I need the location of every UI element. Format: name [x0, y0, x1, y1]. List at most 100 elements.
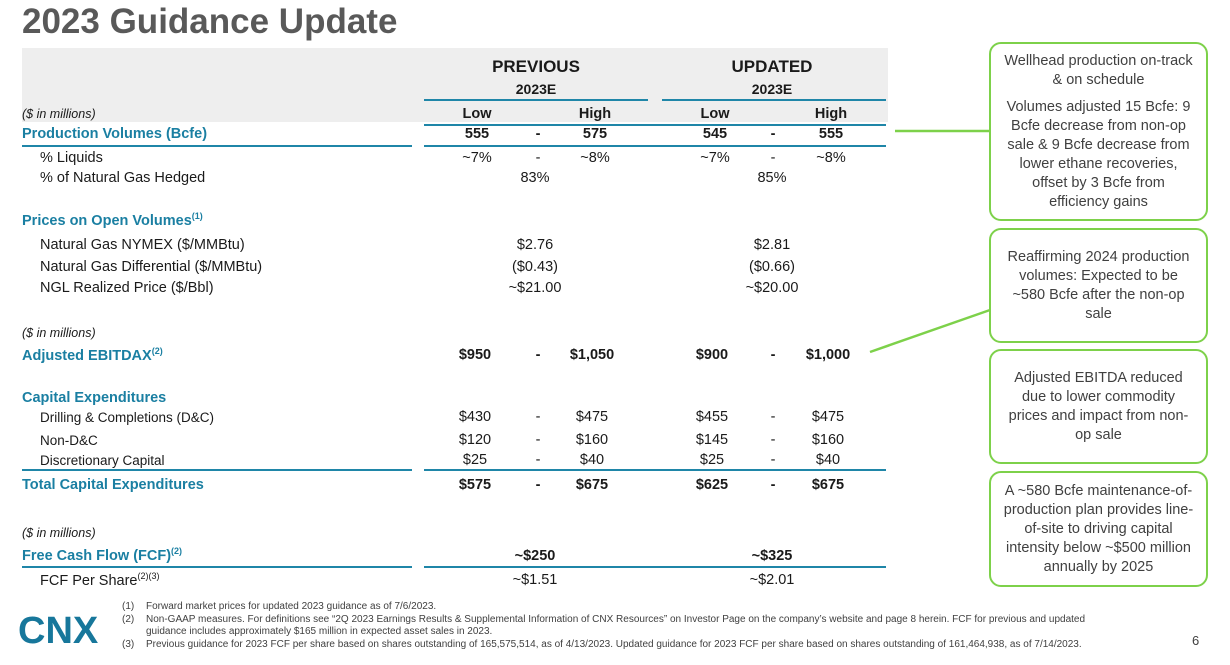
page-number: 6: [1192, 633, 1200, 648]
prices-header: Prices on Open Volumes(1): [22, 211, 203, 229]
ebitdax-prev-low: $950: [458, 347, 492, 363]
nondc-label: Non-D&C: [40, 433, 98, 448]
discretionary-label: Discretionary Capital: [40, 453, 165, 468]
prices-header-label: Prices on Open Volumes: [22, 212, 192, 229]
footnote-3-text: Previous guidance for 2023 FCF per share…: [146, 639, 1082, 650]
production-prev-dash: -: [535, 126, 541, 142]
ebitdax-upd-high: $1,000: [805, 347, 851, 363]
ngl-label: NGL Realized Price ($/Bbl): [40, 280, 214, 296]
nondc-prev-dash: -: [535, 432, 541, 448]
previous-year: 2023E: [515, 81, 557, 97]
discretionary-upd-high: $40: [815, 452, 841, 468]
production-callout-text-a: Wellhead production on-track & on schedu…: [1004, 52, 1193, 88]
nondc-upd-low: $145: [695, 432, 729, 448]
production-left-underline: [22, 145, 412, 147]
production-label: Production Volumes (Bcfe): [22, 126, 208, 142]
fcf-row-label: Free Cash Flow (FCF)(2): [22, 546, 182, 564]
nondc-upd-high: $160: [811, 432, 845, 448]
total-capex-prev-low: $575: [458, 477, 492, 493]
nondc-upd-dash: -: [770, 432, 776, 448]
total-capex-label: Total Capital Expenditures: [22, 477, 204, 493]
dc-label: Drilling & Completions (D&C): [40, 410, 215, 425]
liquids-label: % Liquids: [40, 150, 103, 166]
capex-underline: [424, 469, 886, 471]
fcf-share-prev: ~$1.51: [512, 572, 558, 588]
fcf-share-upd: ~$2.01: [749, 572, 795, 588]
differential-upd: ($0.66): [749, 259, 795, 275]
fcf-share-note: (2)(3): [137, 571, 160, 581]
dc-upd-low: $455: [695, 409, 729, 425]
cnx-logo: CNX: [18, 609, 118, 654]
nymex-prev: $2.76: [516, 237, 554, 253]
maintenance-callout: A ~580 Bcfe maintenance-of-production pl…: [989, 471, 1208, 587]
discretionary-prev-dash: -: [535, 452, 541, 468]
nondc-prev-high: $160: [575, 432, 609, 448]
ebitda-connector: [869, 308, 991, 354]
discretionary-upd-low: $25: [699, 452, 725, 468]
ebitdax-prev-dash: -: [535, 347, 541, 363]
prev-low-header: Low: [462, 106, 492, 122]
footnote-3-num: (3): [122, 639, 135, 650]
prev-high-header: High: [578, 106, 612, 122]
dc-prev-low: $430: [458, 409, 492, 425]
total-capex-upd-high: $675: [811, 477, 845, 493]
footnote-1: (1) Forward market prices for updated 202…: [122, 601, 436, 613]
footnote-3: (3) Previous guidance for 2023 FCF per sh…: [122, 639, 1082, 651]
fcf-share-row-label: FCF Per Share(2)(3): [40, 571, 160, 589]
fcf-prev: ~$250: [514, 548, 556, 564]
footnote-2-continued: guidance includes approximately $165 mil…: [146, 626, 493, 637]
ebitdax-upd-low: $900: [695, 347, 729, 363]
lowhigh-underline: [424, 124, 886, 126]
reaffirm-callout-text: Reaffirming 2024 production volumes: Exp…: [1007, 248, 1190, 322]
total-capex-prev-high: $675: [575, 477, 609, 493]
footnote-1-num: (1): [122, 601, 135, 612]
fcf-left-underline: [22, 566, 412, 568]
hedged-label: % of Natural Gas Hedged: [40, 170, 206, 186]
fcf-upd: ~$325: [751, 548, 793, 564]
total-capex-upd-low: $625: [695, 477, 729, 493]
liquids-prev-low: ~7%: [462, 150, 492, 166]
dc-upd-dash: -: [770, 409, 776, 425]
liquids-prev-dash: -: [535, 150, 541, 166]
maintenance-callout-text: A ~580 Bcfe maintenance-of-production pl…: [1003, 482, 1194, 575]
ebitdax-label: Adjusted EBITDAX: [22, 347, 152, 364]
liquids-upd-low: ~7%: [700, 150, 730, 166]
ngl-upd: ~$20.00: [745, 280, 799, 296]
prices-header-note: (1): [191, 211, 203, 221]
dc-prev-high: $475: [575, 409, 609, 425]
units-label-3: ($ in millions): [22, 526, 96, 540]
footnote-2-text: Non-GAAP measures. For definitions see “…: [146, 614, 1086, 625]
nondc-prev-low: $120: [458, 432, 492, 448]
units-label: ($ in millions): [22, 107, 96, 121]
liquids-prev-high: ~8%: [580, 150, 610, 166]
ebitdax-upd-dash: -: [770, 347, 776, 363]
hedged-upd: 85%: [757, 170, 787, 186]
ebitdax-row-label: Adjusted EBITDAX(2): [22, 346, 163, 364]
ngl-prev: ~$21.00: [508, 280, 562, 296]
total-capex-upd-dash: -: [770, 477, 776, 493]
ebitdax-note: (2): [151, 346, 163, 356]
differential-prev: ($0.43): [512, 259, 558, 275]
capex-left-underline: [22, 469, 412, 471]
liquids-upd-high: ~8%: [816, 150, 846, 166]
hedged-prev: 83%: [520, 170, 550, 186]
nymex-label: Natural Gas NYMEX ($/MMBtu): [40, 237, 245, 253]
reaffirm-callout: Reaffirming 2024 production volumes: Exp…: [989, 228, 1208, 343]
page-title: 2023 Guidance Update: [22, 2, 398, 41]
fcf-underline: [424, 566, 886, 568]
production-upd-low: 545: [702, 126, 728, 142]
footnote-2: (2) Non-GAAP measures. For definitions se…: [122, 614, 1085, 626]
production-prev-high: 575: [582, 126, 608, 142]
differential-label: Natural Gas Differential ($/MMBtu): [40, 259, 263, 275]
discretionary-prev-high: $40: [579, 452, 605, 468]
discretionary-upd-dash: -: [770, 452, 776, 468]
production-upd-high: 555: [818, 126, 844, 142]
updated-underline: [662, 99, 886, 101]
production-upd-dash: -: [770, 126, 776, 142]
updated-year: 2023E: [751, 81, 793, 97]
dc-upd-high: $475: [811, 409, 845, 425]
footnote-1-text: Forward market prices for updated 2023 g…: [146, 601, 437, 612]
upd-low-header: Low: [700, 106, 730, 122]
ebitda-callout-text: Adjusted EBITDA reduced due to lower com…: [1008, 369, 1189, 443]
dc-prev-dash: -: [535, 409, 541, 425]
